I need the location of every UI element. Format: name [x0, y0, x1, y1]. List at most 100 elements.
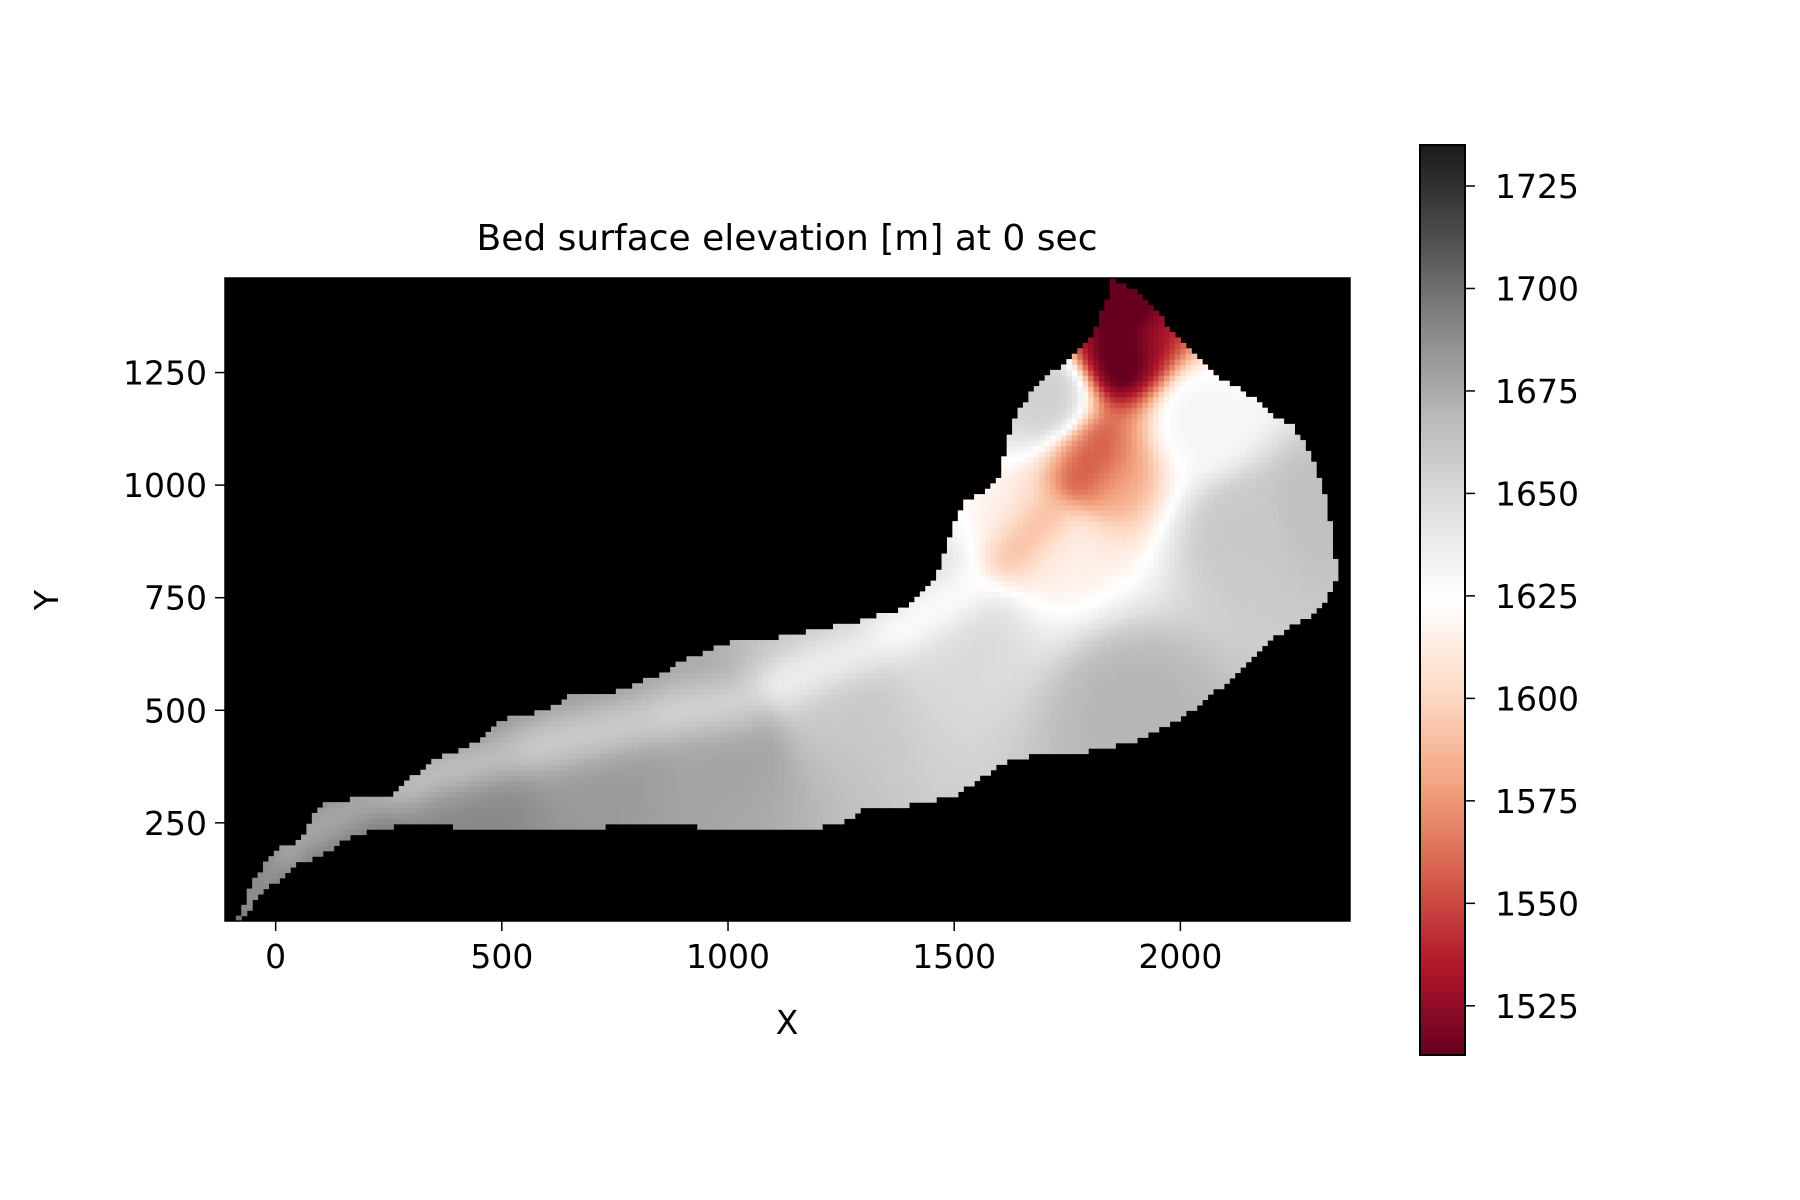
elevation-cell	[1028, 591, 1035, 598]
elevation-cell	[615, 742, 622, 749]
elevation-cell	[838, 656, 845, 663]
elevation-cell	[463, 807, 470, 814]
elevation-cell	[925, 634, 932, 641]
elevation-cell	[686, 715, 693, 722]
elevation-cell	[968, 715, 975, 722]
elevation-cell	[908, 710, 915, 717]
elevation-cell	[1033, 640, 1040, 647]
elevation-cell	[789, 764, 796, 771]
elevation-cell	[246, 893, 253, 900]
elevation-cell	[1077, 721, 1084, 728]
elevation-cell	[892, 780, 899, 787]
elevation-cell	[615, 791, 622, 798]
elevation-cell	[800, 677, 807, 684]
elevation-cell	[995, 667, 1002, 674]
elevation-cell	[843, 726, 850, 733]
elevation-cell	[952, 580, 959, 587]
elevation-cell	[843, 812, 850, 819]
elevation-cell	[1001, 504, 1008, 511]
elevation-cell	[930, 726, 937, 733]
elevation-cell	[979, 699, 986, 706]
elevation-cell	[811, 656, 818, 663]
elevation-cell	[1055, 694, 1062, 701]
elevation-cell	[1055, 721, 1062, 728]
elevation-cell	[963, 521, 970, 528]
elevation-cell	[805, 683, 812, 690]
elevation-cell	[974, 688, 981, 695]
elevation-cell	[664, 769, 671, 776]
elevation-cell	[284, 850, 291, 857]
elevation-cell	[908, 699, 915, 706]
elevation-cell	[1093, 472, 1100, 479]
elevation-cell	[860, 710, 867, 717]
elevation-cell	[718, 769, 725, 776]
elevation-cell	[1082, 699, 1089, 706]
elevation-cell	[1044, 413, 1051, 420]
elevation-cell	[621, 704, 628, 711]
elevation-cell	[751, 796, 758, 803]
elevation-cell	[930, 753, 937, 760]
elevation-cell	[1039, 699, 1046, 706]
elevation-cell	[843, 694, 850, 701]
elevation-cell	[865, 645, 872, 652]
elevation-cell	[979, 737, 986, 744]
elevation-cell	[1098, 310, 1105, 317]
elevation-cell	[778, 661, 785, 668]
elevation-cell	[919, 753, 926, 760]
elevation-cell	[1006, 721, 1013, 728]
elevation-cell	[898, 699, 905, 706]
elevation-cell	[621, 807, 628, 814]
elevation-cell	[572, 802, 579, 809]
elevation-cell	[800, 715, 807, 722]
elevation-cell	[914, 791, 921, 798]
elevation-cell	[898, 737, 905, 744]
elevation-cell	[930, 661, 937, 668]
elevation-cell	[914, 775, 921, 782]
elevation-cell	[946, 613, 953, 620]
elevation-cell	[941, 575, 948, 582]
elevation-cell	[708, 699, 715, 706]
elevation-cell	[778, 710, 785, 717]
elevation-cell	[626, 764, 633, 771]
elevation-cell	[800, 634, 807, 641]
elevation-cell	[496, 818, 503, 825]
elevation-cell	[746, 661, 753, 668]
elevation-cell	[974, 753, 981, 760]
elevation-cell	[919, 796, 926, 803]
elevation-cell	[729, 699, 736, 706]
elevation-cell	[583, 769, 590, 776]
elevation-cell	[284, 866, 291, 873]
elevation-cell	[903, 791, 910, 798]
elevation-cell	[496, 764, 503, 771]
elevation-cell	[838, 667, 845, 674]
elevation-cell	[963, 575, 970, 582]
elevation-cell	[550, 753, 557, 760]
elevation-cell	[1093, 353, 1100, 360]
elevation-cell	[1060, 721, 1067, 728]
elevation-cell	[887, 721, 894, 728]
elevation-cell	[1093, 494, 1100, 501]
elevation-cell	[1088, 477, 1095, 484]
elevation-cell	[1104, 596, 1111, 603]
elevation-cell	[876, 796, 883, 803]
elevation-cell	[773, 812, 780, 819]
elevation-cell	[642, 688, 649, 695]
elevation-cell	[523, 807, 530, 814]
elevation-cell	[822, 699, 829, 706]
elevation-cell	[887, 623, 894, 630]
elevation-cell	[773, 688, 780, 695]
elevation-cell	[1098, 677, 1105, 684]
elevation-cell	[908, 683, 915, 690]
elevation-cell	[936, 710, 943, 717]
elevation-cell	[995, 710, 1002, 717]
elevation-cell	[746, 721, 753, 728]
elevation-cell	[1028, 440, 1035, 447]
elevation-cell	[876, 753, 883, 760]
elevation-cell	[577, 753, 584, 760]
elevation-cell	[979, 731, 986, 738]
elevation-cell	[898, 688, 905, 695]
elevation-cell	[501, 748, 508, 755]
elevation-cell	[518, 715, 525, 722]
elevation-cell	[550, 721, 557, 728]
elevation-cell	[740, 683, 747, 690]
